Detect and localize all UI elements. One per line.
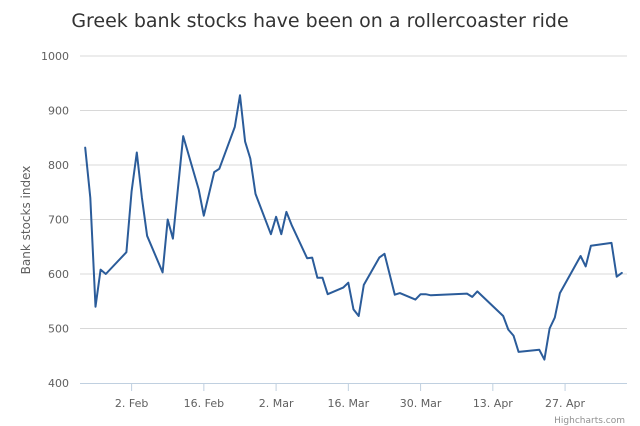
data-point[interactable] [412, 297, 418, 303]
data-point[interactable] [165, 217, 171, 223]
data-point[interactable] [474, 288, 480, 294]
data-point[interactable] [144, 233, 150, 239]
data-point[interactable] [211, 169, 217, 175]
data-point[interactable] [361, 282, 367, 288]
data-point[interactable] [397, 290, 403, 296]
data-point[interactable] [242, 139, 248, 145]
data-point[interactable] [588, 243, 594, 249]
data-point[interactable] [583, 263, 589, 269]
data-point[interactable] [325, 291, 331, 297]
y-tick-label: 1000 [41, 50, 69, 63]
x-tick-label: 30. Mar [400, 397, 442, 410]
gridlines [80, 55, 627, 329]
data-point[interactable] [196, 187, 202, 193]
data-point[interactable] [247, 155, 253, 161]
data-point[interactable] [510, 333, 516, 339]
y-axis-tick-labels: 400 500 600 700 800 900 1000 [41, 50, 69, 390]
data-point[interactable] [464, 291, 470, 297]
data-point[interactable] [139, 195, 145, 201]
data-point[interactable] [320, 275, 326, 281]
data-point[interactable] [103, 271, 109, 277]
data-point[interactable] [356, 313, 362, 319]
data-point[interactable] [547, 326, 553, 332]
x-axis-tick-labels: 2. Feb 16. Feb 2. Mar 16. Mar 30. Mar 13. Apr… [115, 397, 586, 410]
data-point[interactable] [273, 214, 279, 220]
data-point[interactable] [351, 306, 357, 312]
data-point[interactable] [541, 357, 547, 363]
y-tick-label: 600 [48, 268, 69, 281]
data-point[interactable] [609, 240, 615, 246]
data-point[interactable] [505, 327, 511, 333]
series-group [82, 92, 625, 363]
data-point[interactable] [237, 92, 243, 98]
data-point[interactable] [614, 274, 620, 280]
data-point[interactable] [160, 269, 166, 275]
y-tick-label: 500 [48, 323, 69, 336]
y-axis-title: Bank stocks index [19, 166, 33, 275]
data-point[interactable] [82, 145, 88, 151]
data-point[interactable] [304, 255, 310, 261]
x-tick-label: 16. Mar [327, 397, 369, 410]
data-point[interactable] [557, 290, 563, 296]
x-tick-label: 2. Mar [259, 397, 294, 410]
data-point[interactable] [469, 294, 475, 300]
data-point[interactable] [376, 255, 382, 261]
y-tick-label: 400 [48, 377, 69, 390]
data-point[interactable] [289, 222, 295, 228]
series-line [84, 94, 623, 361]
data-point[interactable] [278, 231, 284, 237]
x-tick-label: 2. Feb [115, 397, 148, 410]
data-point[interactable] [201, 213, 207, 219]
x-tick-label: 16. Feb [184, 397, 224, 410]
data-point[interactable] [516, 349, 522, 355]
y-tick-label: 800 [48, 159, 69, 172]
data-point[interactable] [134, 149, 140, 155]
data-point[interactable] [536, 347, 542, 353]
credits-label[interactable]: Highcharts.com [554, 416, 625, 426]
data-point[interactable] [232, 124, 238, 130]
data-point[interactable] [123, 249, 129, 255]
chart-title: Greek bank stocks have been on a rollerc… [71, 10, 568, 32]
data-point[interactable] [283, 209, 289, 215]
data-point[interactable] [340, 285, 346, 291]
data-point[interactable] [345, 280, 351, 286]
data-point[interactable] [423, 291, 429, 297]
data-point[interactable] [252, 191, 258, 197]
x-tick-label: 13. Apr [473, 397, 513, 410]
data-point[interactable] [392, 292, 398, 298]
data-point[interactable] [216, 166, 222, 172]
y-tick-label: 700 [48, 214, 69, 227]
data-point[interactable] [314, 275, 320, 281]
data-point[interactable] [180, 133, 186, 139]
data-point[interactable] [92, 304, 98, 310]
data-point[interactable] [268, 231, 274, 237]
data-point[interactable] [578, 253, 584, 259]
data-point[interactable] [309, 255, 315, 261]
x-tick-label: 27. Apr [545, 397, 585, 410]
data-point[interactable] [552, 315, 558, 321]
data-point[interactable] [170, 236, 176, 242]
y-tick-label: 900 [48, 105, 69, 118]
data-point[interactable] [619, 270, 625, 276]
x-axis [80, 383, 627, 391]
data-point[interactable] [87, 195, 93, 201]
data-point[interactable] [428, 292, 434, 298]
data-point[interactable] [500, 313, 506, 319]
data-point[interactable] [98, 267, 104, 273]
data-point[interactable] [381, 251, 387, 257]
data-point[interactable] [129, 188, 135, 194]
data-point[interactable] [418, 291, 424, 297]
